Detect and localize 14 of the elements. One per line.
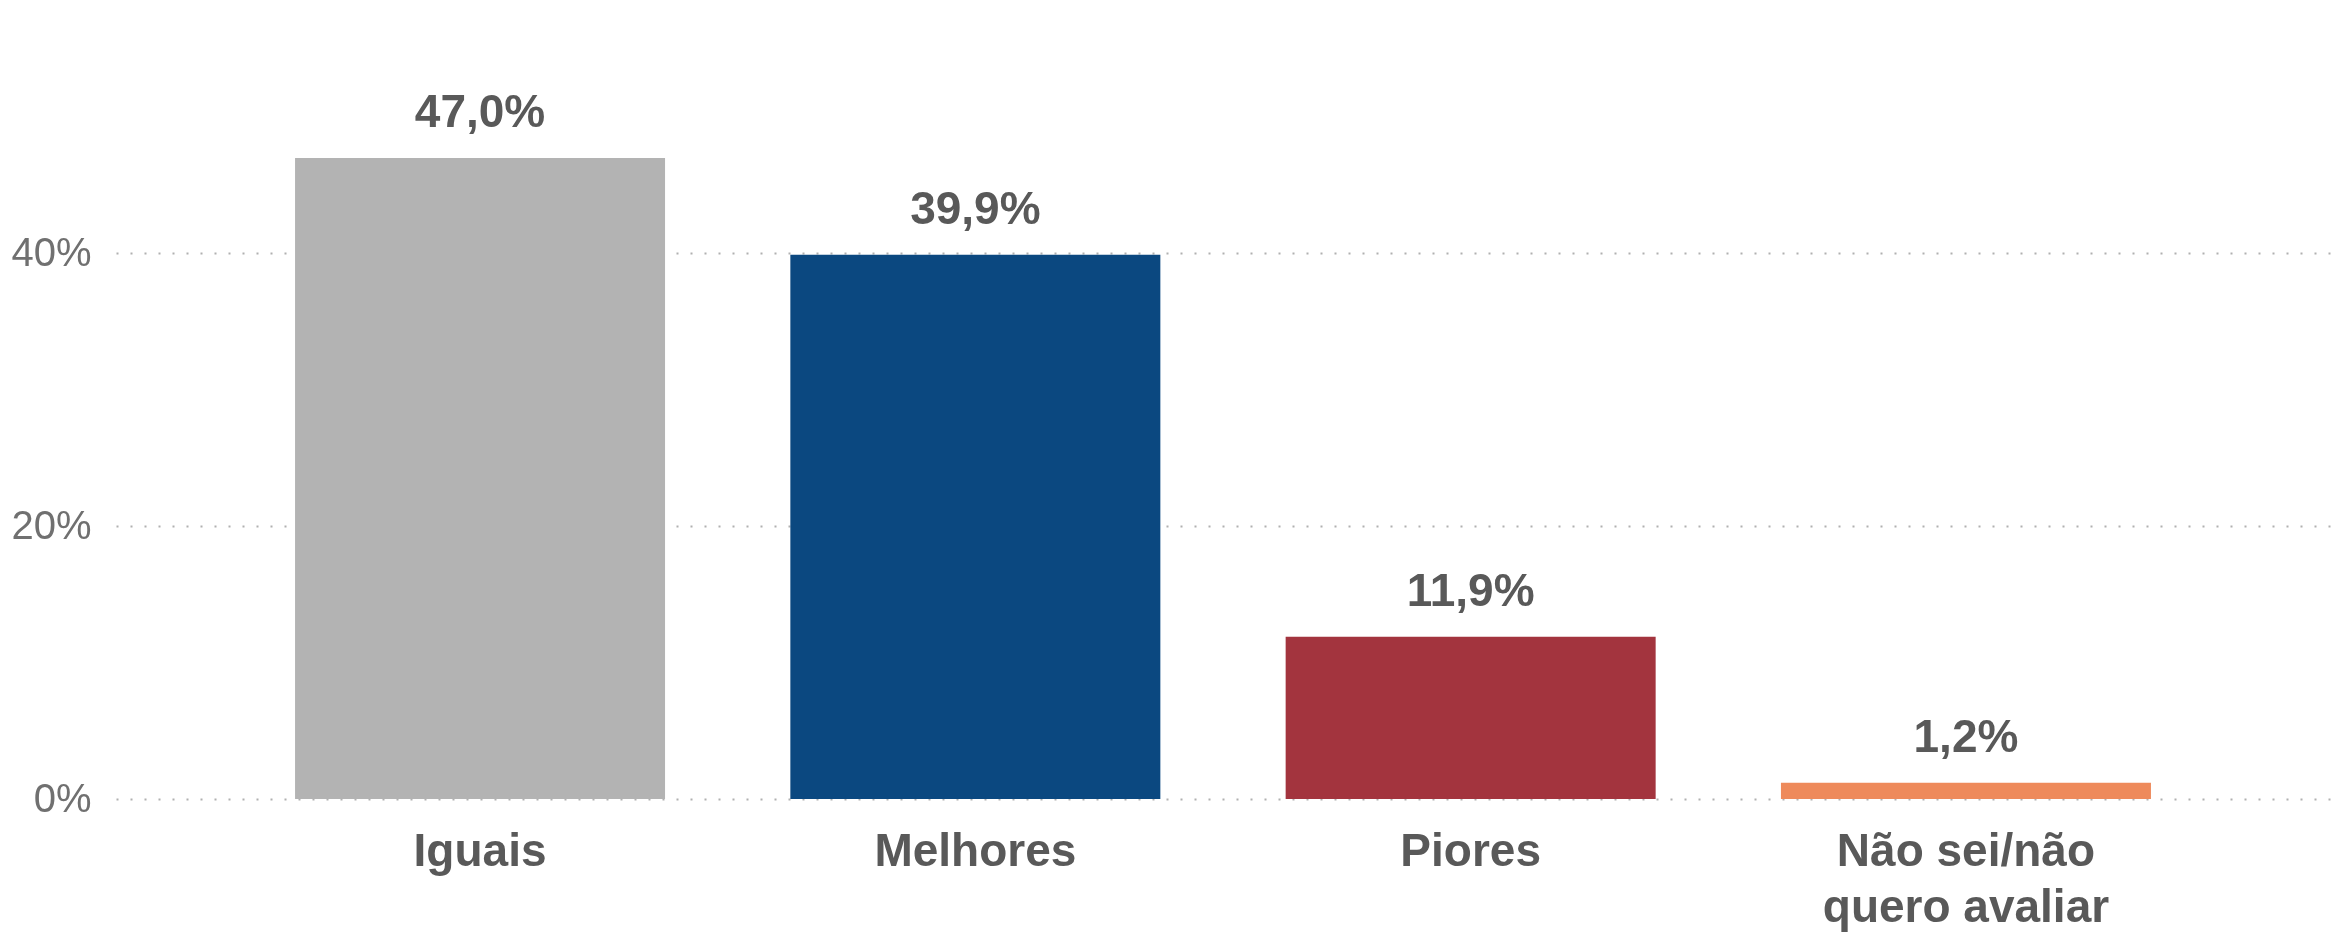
data-label: 11,9% <box>1406 563 1535 616</box>
bar <box>790 254 1161 799</box>
data-label: 47,0% <box>414 85 546 137</box>
y-tick-label: 40% <box>11 229 92 274</box>
x-tick-label: Piores <box>1400 823 1541 876</box>
data-label: 39,9% <box>910 181 1041 234</box>
x-tick-label: Não sei/não quero avaliar <box>1822 823 2110 932</box>
bar <box>1285 636 1656 799</box>
data-label: 1,2% <box>1913 709 2019 762</box>
y-tick-label: 20% <box>11 502 92 547</box>
y-tick-label: 0% <box>33 775 92 820</box>
x-tick-label: Melhores <box>874 823 1077 876</box>
bar <box>1780 782 2151 799</box>
x-tick-label: Iguais <box>413 823 547 876</box>
